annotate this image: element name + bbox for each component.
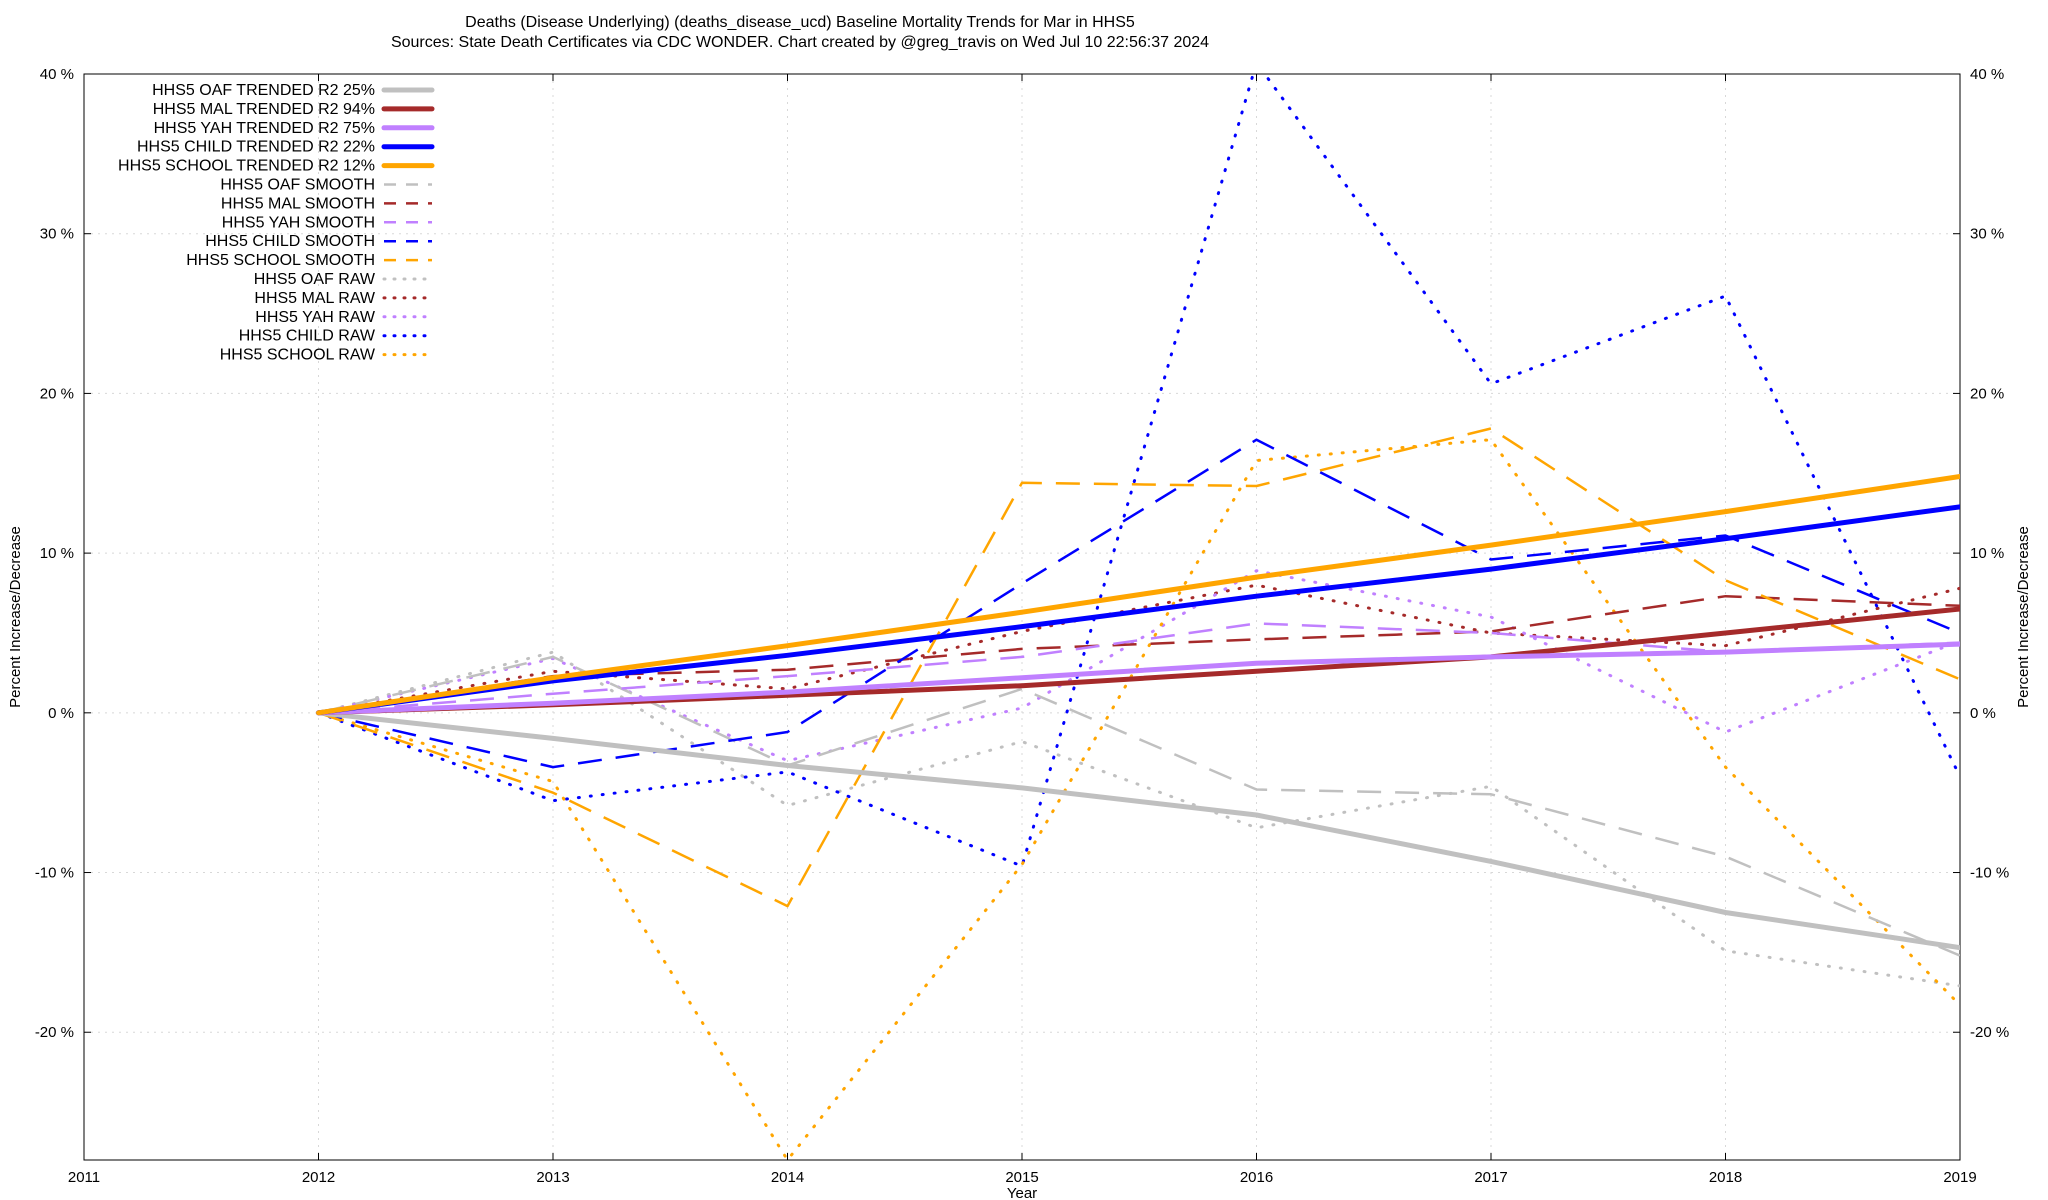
y-tick-label: 0 %	[48, 705, 74, 722]
legend-label: HHS5 SCHOOL SMOOTH	[186, 252, 375, 269]
y-tick-label: 10 %	[40, 545, 74, 562]
x-tick-label: 2015	[1005, 1169, 1038, 1186]
y2-tick-label: 10 %	[1970, 545, 2004, 562]
series-line-hhs5-child-raw	[317, 74, 1960, 868]
series-line-hhs5-mal-trended-r2-94	[316, 606, 1960, 716]
legend-label: HHS5 OAF SMOOTH	[220, 177, 375, 194]
y-tick-label: 20 %	[40, 385, 74, 402]
legend-label: HHS5 YAH RAW	[255, 309, 376, 326]
x-tick-label: 2012	[302, 1169, 335, 1186]
x-tick-label: 2013	[536, 1169, 569, 1186]
y-axis-label: Percent Increase/Decrease	[7, 526, 24, 708]
legend-label: HHS5 OAF TRENDED R2 25%	[152, 82, 375, 99]
legend-label: HHS5 YAH SMOOTH	[222, 214, 375, 231]
y-tick-label: -10 %	[35, 865, 74, 882]
legend-label: HHS5 OAF RAW	[254, 271, 376, 288]
y2-tick-label: 30 %	[1970, 226, 2004, 243]
y2-tick-label: 40 %	[1970, 66, 2004, 83]
legend-label: HHS5 CHILD TRENDED R2 22%	[137, 139, 375, 156]
legend-label: HHS5 YAH TRENDED R2 75%	[154, 120, 375, 137]
x-tick-label: 2018	[1709, 1169, 1742, 1186]
y2-tick-label: 0 %	[1970, 705, 1996, 722]
series-line-hhs5-school-trended-r2-12	[316, 474, 1960, 716]
legend-label: HHS5 MAL TRENDED R2 94%	[153, 101, 375, 118]
series-line-hhs5-child-trended-r2-22	[316, 504, 1960, 716]
x-tick-label: 2019	[1943, 1169, 1976, 1186]
x-tick-label: 2016	[1240, 1169, 1273, 1186]
legend-label: HHS5 SCHOOL TRENDED R2 12%	[118, 158, 375, 175]
legend-label: HHS5 SCHOOL RAW	[220, 347, 376, 364]
chart-title: Deaths (Disease Underlying) (deaths_dise…	[465, 14, 1135, 31]
y-tick-label: -20 %	[35, 1024, 74, 1041]
legend-label: HHS5 CHILD RAW	[239, 328, 376, 345]
x-tick-label: 2017	[1474, 1169, 1507, 1186]
y-tick-label: 40 %	[40, 66, 74, 83]
legend-label: HHS5 CHILD SMOOTH	[205, 233, 375, 250]
legend-label: HHS5 MAL SMOOTH	[221, 195, 375, 212]
y-tick-label: 30 %	[40, 226, 74, 243]
series-line-hhs5-yah-raw	[317, 569, 1960, 763]
x-tick-label: 2014	[771, 1169, 804, 1186]
chart-subtitle: Sources: State Death Certificates via CD…	[390, 34, 1210, 51]
series-line-hhs5-school-smooth	[318, 427, 1960, 908]
series-line-hhs5-child-smooth	[318, 438, 1960, 769]
series-line-hhs5-yah-smooth	[318, 622, 1960, 715]
y2-tick-label: -20 %	[1970, 1024, 2009, 1041]
y2-tick-label: 20 %	[1970, 385, 2004, 402]
y2-tick-label: -10 %	[1970, 865, 2009, 882]
series-group	[316, 74, 1960, 1160]
series-line-hhs5-oaf-trended-r2-25	[316, 710, 1960, 951]
series-line-hhs5-yah-trended-r2-75	[316, 641, 1960, 716]
legend-label: HHS5 MAL RAW	[254, 290, 376, 307]
y2-axis-label: Percent Increase/Decrease	[2015, 526, 2032, 708]
x-tick-label: 2011	[68, 1169, 100, 1186]
x-axis-label: Year	[1007, 1185, 1037, 1200]
